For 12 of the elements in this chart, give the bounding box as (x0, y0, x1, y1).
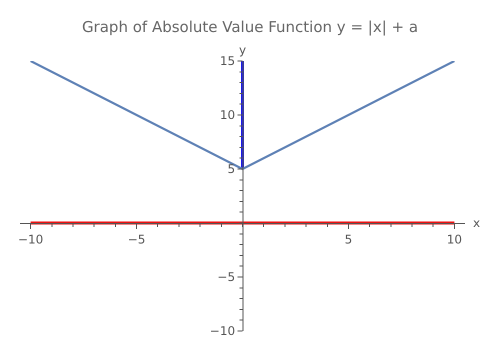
y-tick-label: −10 (210, 324, 236, 338)
x-tick-label: 10 (446, 232, 462, 246)
y-tick-label: 5 (227, 162, 236, 176)
y-tick-label: 15 (220, 54, 236, 68)
chart-title: Graph of Absolute Value Function y = |x| + a (82, 18, 418, 36)
y-tick-label: −5 (217, 270, 236, 284)
x-tick-label: −10 (18, 232, 44, 246)
y-axis-title: y (239, 43, 246, 57)
y-tick-label: 10 (220, 108, 236, 122)
x-axis-title: x (473, 216, 480, 230)
x-tick-label: 5 (344, 232, 352, 246)
x-tick-label: −5 (128, 232, 146, 246)
